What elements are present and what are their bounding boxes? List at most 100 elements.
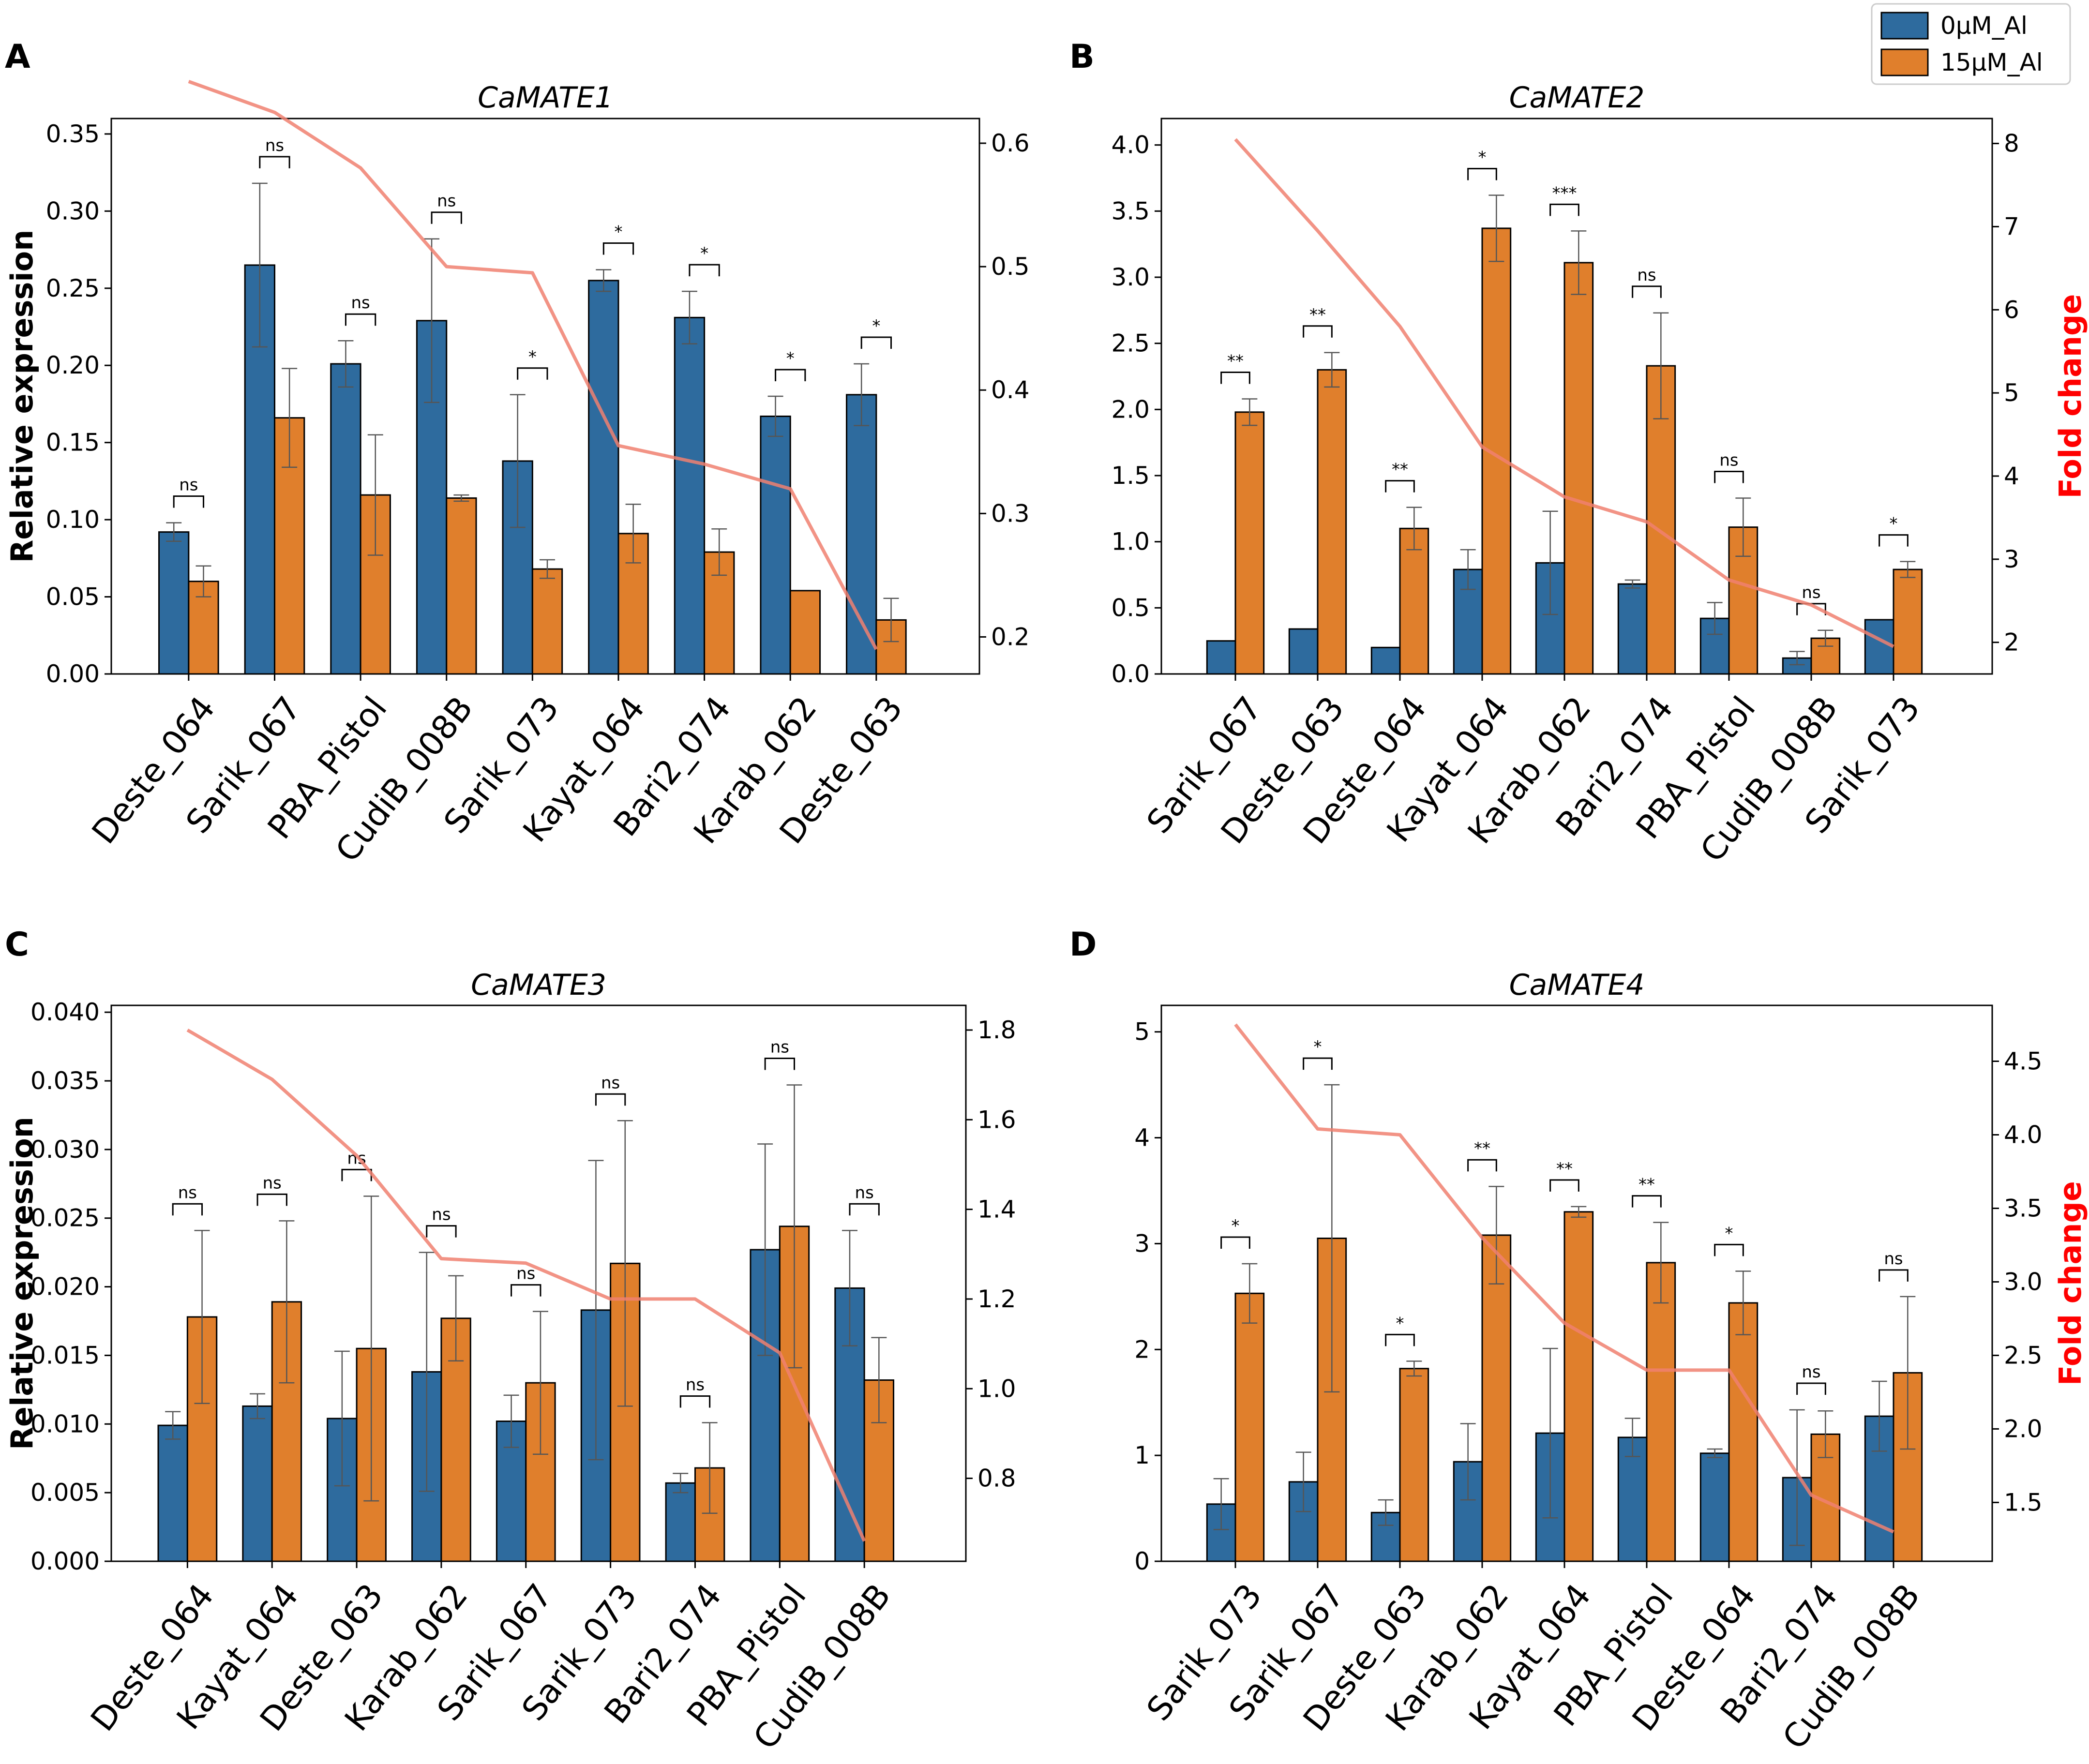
y-tick-label: 0.15 xyxy=(46,429,100,457)
y-tick-label: 0.030 xyxy=(30,1136,100,1164)
significance-label: * xyxy=(1478,148,1487,167)
y2-tick-label: 7 xyxy=(2004,212,2019,240)
significance-label: ns xyxy=(1802,583,1820,602)
bar-treated xyxy=(446,497,477,675)
significance-label: * xyxy=(1890,514,1898,534)
error-bar xyxy=(617,1120,633,1407)
error-bar xyxy=(1542,510,1558,615)
y2-tick-label: 0.4 xyxy=(991,376,1030,404)
significance-bracket xyxy=(517,367,548,380)
y2-tick-label: 5 xyxy=(2004,379,2019,407)
bar-control xyxy=(1699,1452,1730,1562)
y-tick-label: 0.035 xyxy=(30,1067,100,1095)
bar-treated xyxy=(1399,527,1429,675)
significance-label: ns xyxy=(265,136,284,155)
y2-tick-label: 2 xyxy=(2004,628,2019,657)
significance-bracket xyxy=(1879,1269,1909,1282)
error-bar xyxy=(194,1230,210,1404)
bar-treated xyxy=(1317,369,1347,675)
y2-tick-label: 4.0 xyxy=(2004,1121,2043,1149)
significance-bracket xyxy=(1303,1057,1333,1070)
error-bar xyxy=(786,1084,802,1369)
significance-bracket xyxy=(431,211,462,224)
significance-bracket xyxy=(259,156,290,168)
significance-bracket xyxy=(345,313,376,326)
y-tick-label: 3.5 xyxy=(1111,197,1150,225)
y2-tick-label: 6 xyxy=(2004,296,2019,324)
bar-treated xyxy=(1234,411,1265,675)
y-tick-label: 0.10 xyxy=(46,506,100,534)
error-bar xyxy=(767,395,783,437)
bar-treated xyxy=(789,590,821,675)
bar-control xyxy=(157,1424,188,1562)
error-bar xyxy=(1324,1084,1340,1393)
bar-control xyxy=(674,316,706,675)
error-bar xyxy=(1488,194,1504,262)
error-bar xyxy=(166,522,182,542)
significance-label: ns xyxy=(178,1183,197,1202)
y2-tick-label: 4.5 xyxy=(2004,1047,2043,1076)
y-tick-label: 0.05 xyxy=(46,583,100,611)
fold-change-line xyxy=(1234,1023,1894,1534)
y2-tick-label: 3 xyxy=(2004,545,2019,573)
y-tick-label: 4 xyxy=(1134,1124,1150,1152)
significance-label: ** xyxy=(1392,460,1408,479)
panel-letter: C xyxy=(5,926,29,964)
significance-label: ns xyxy=(1637,266,1656,285)
bar-treated xyxy=(1563,1211,1594,1562)
significance-label: ** xyxy=(1638,1175,1655,1195)
significance-label: ns xyxy=(263,1173,282,1193)
y-tick-label: 0.015 xyxy=(30,1341,100,1369)
error-bar xyxy=(625,503,641,564)
significance-bracket xyxy=(602,242,634,255)
bar-control xyxy=(1288,628,1319,675)
legend-label-control: 0μM_Al xyxy=(1940,12,2028,40)
significance-label: ns xyxy=(179,475,198,494)
significance-label: ns xyxy=(1719,450,1738,470)
error-bar xyxy=(1571,1206,1587,1218)
significance-label: * xyxy=(786,349,795,368)
significance-label: ns xyxy=(1802,1362,1820,1382)
y-tick-label: 2.5 xyxy=(1111,329,1150,358)
y-tick-label: 1 xyxy=(1134,1441,1150,1469)
error-bar xyxy=(842,1230,857,1346)
significance-bracket xyxy=(689,264,720,277)
y-tick-label: 0.020 xyxy=(30,1273,100,1301)
bar-control xyxy=(588,280,619,675)
panel-letter: D xyxy=(1069,926,1097,964)
significance-bracket xyxy=(1385,1333,1415,1346)
y-tick-label: 0.0 xyxy=(1111,660,1150,688)
y2-tick-label: 1.5 xyxy=(2004,1488,2043,1516)
significance-bracket xyxy=(1467,168,1497,180)
error-bar xyxy=(1295,1451,1311,1512)
bar-treated xyxy=(1563,262,1594,675)
y-tick-label: 0.040 xyxy=(30,998,100,1026)
error-bar xyxy=(1707,1448,1723,1458)
bar-treated xyxy=(273,417,305,675)
significance-label: ns xyxy=(437,192,456,211)
significance-label: ** xyxy=(1474,1139,1490,1158)
significance-bracket xyxy=(426,1225,457,1238)
error-bar xyxy=(1242,1263,1258,1324)
significance-bracket xyxy=(1549,1179,1579,1192)
y-axis-label: Relative expression xyxy=(4,230,40,563)
legend-swatch-control xyxy=(1880,12,1929,40)
significance-label: ** xyxy=(1227,351,1244,371)
error-bar xyxy=(1460,549,1476,590)
y-tick-label: 4.0 xyxy=(1111,131,1150,159)
significance-label: ns xyxy=(432,1205,451,1225)
error-bar xyxy=(250,1393,266,1420)
y2-tick-label: 4 xyxy=(2004,462,2019,490)
error-bar xyxy=(1735,1271,1751,1335)
panel-letter: B xyxy=(1069,38,1095,76)
bar-control xyxy=(1370,646,1401,675)
significance-label: *** xyxy=(1552,183,1577,203)
significance-label: ** xyxy=(1556,1159,1573,1179)
bar-control xyxy=(760,415,791,675)
panel-c: CaMATE3 C Relative expression 0.000 0.005… xyxy=(4,926,1016,1757)
error-bar xyxy=(279,1220,295,1384)
y-tick-label: 2.0 xyxy=(1111,395,1150,423)
error-bar xyxy=(871,1337,887,1423)
bar-treated xyxy=(531,568,563,675)
significance-label: ns xyxy=(1884,1249,1903,1269)
